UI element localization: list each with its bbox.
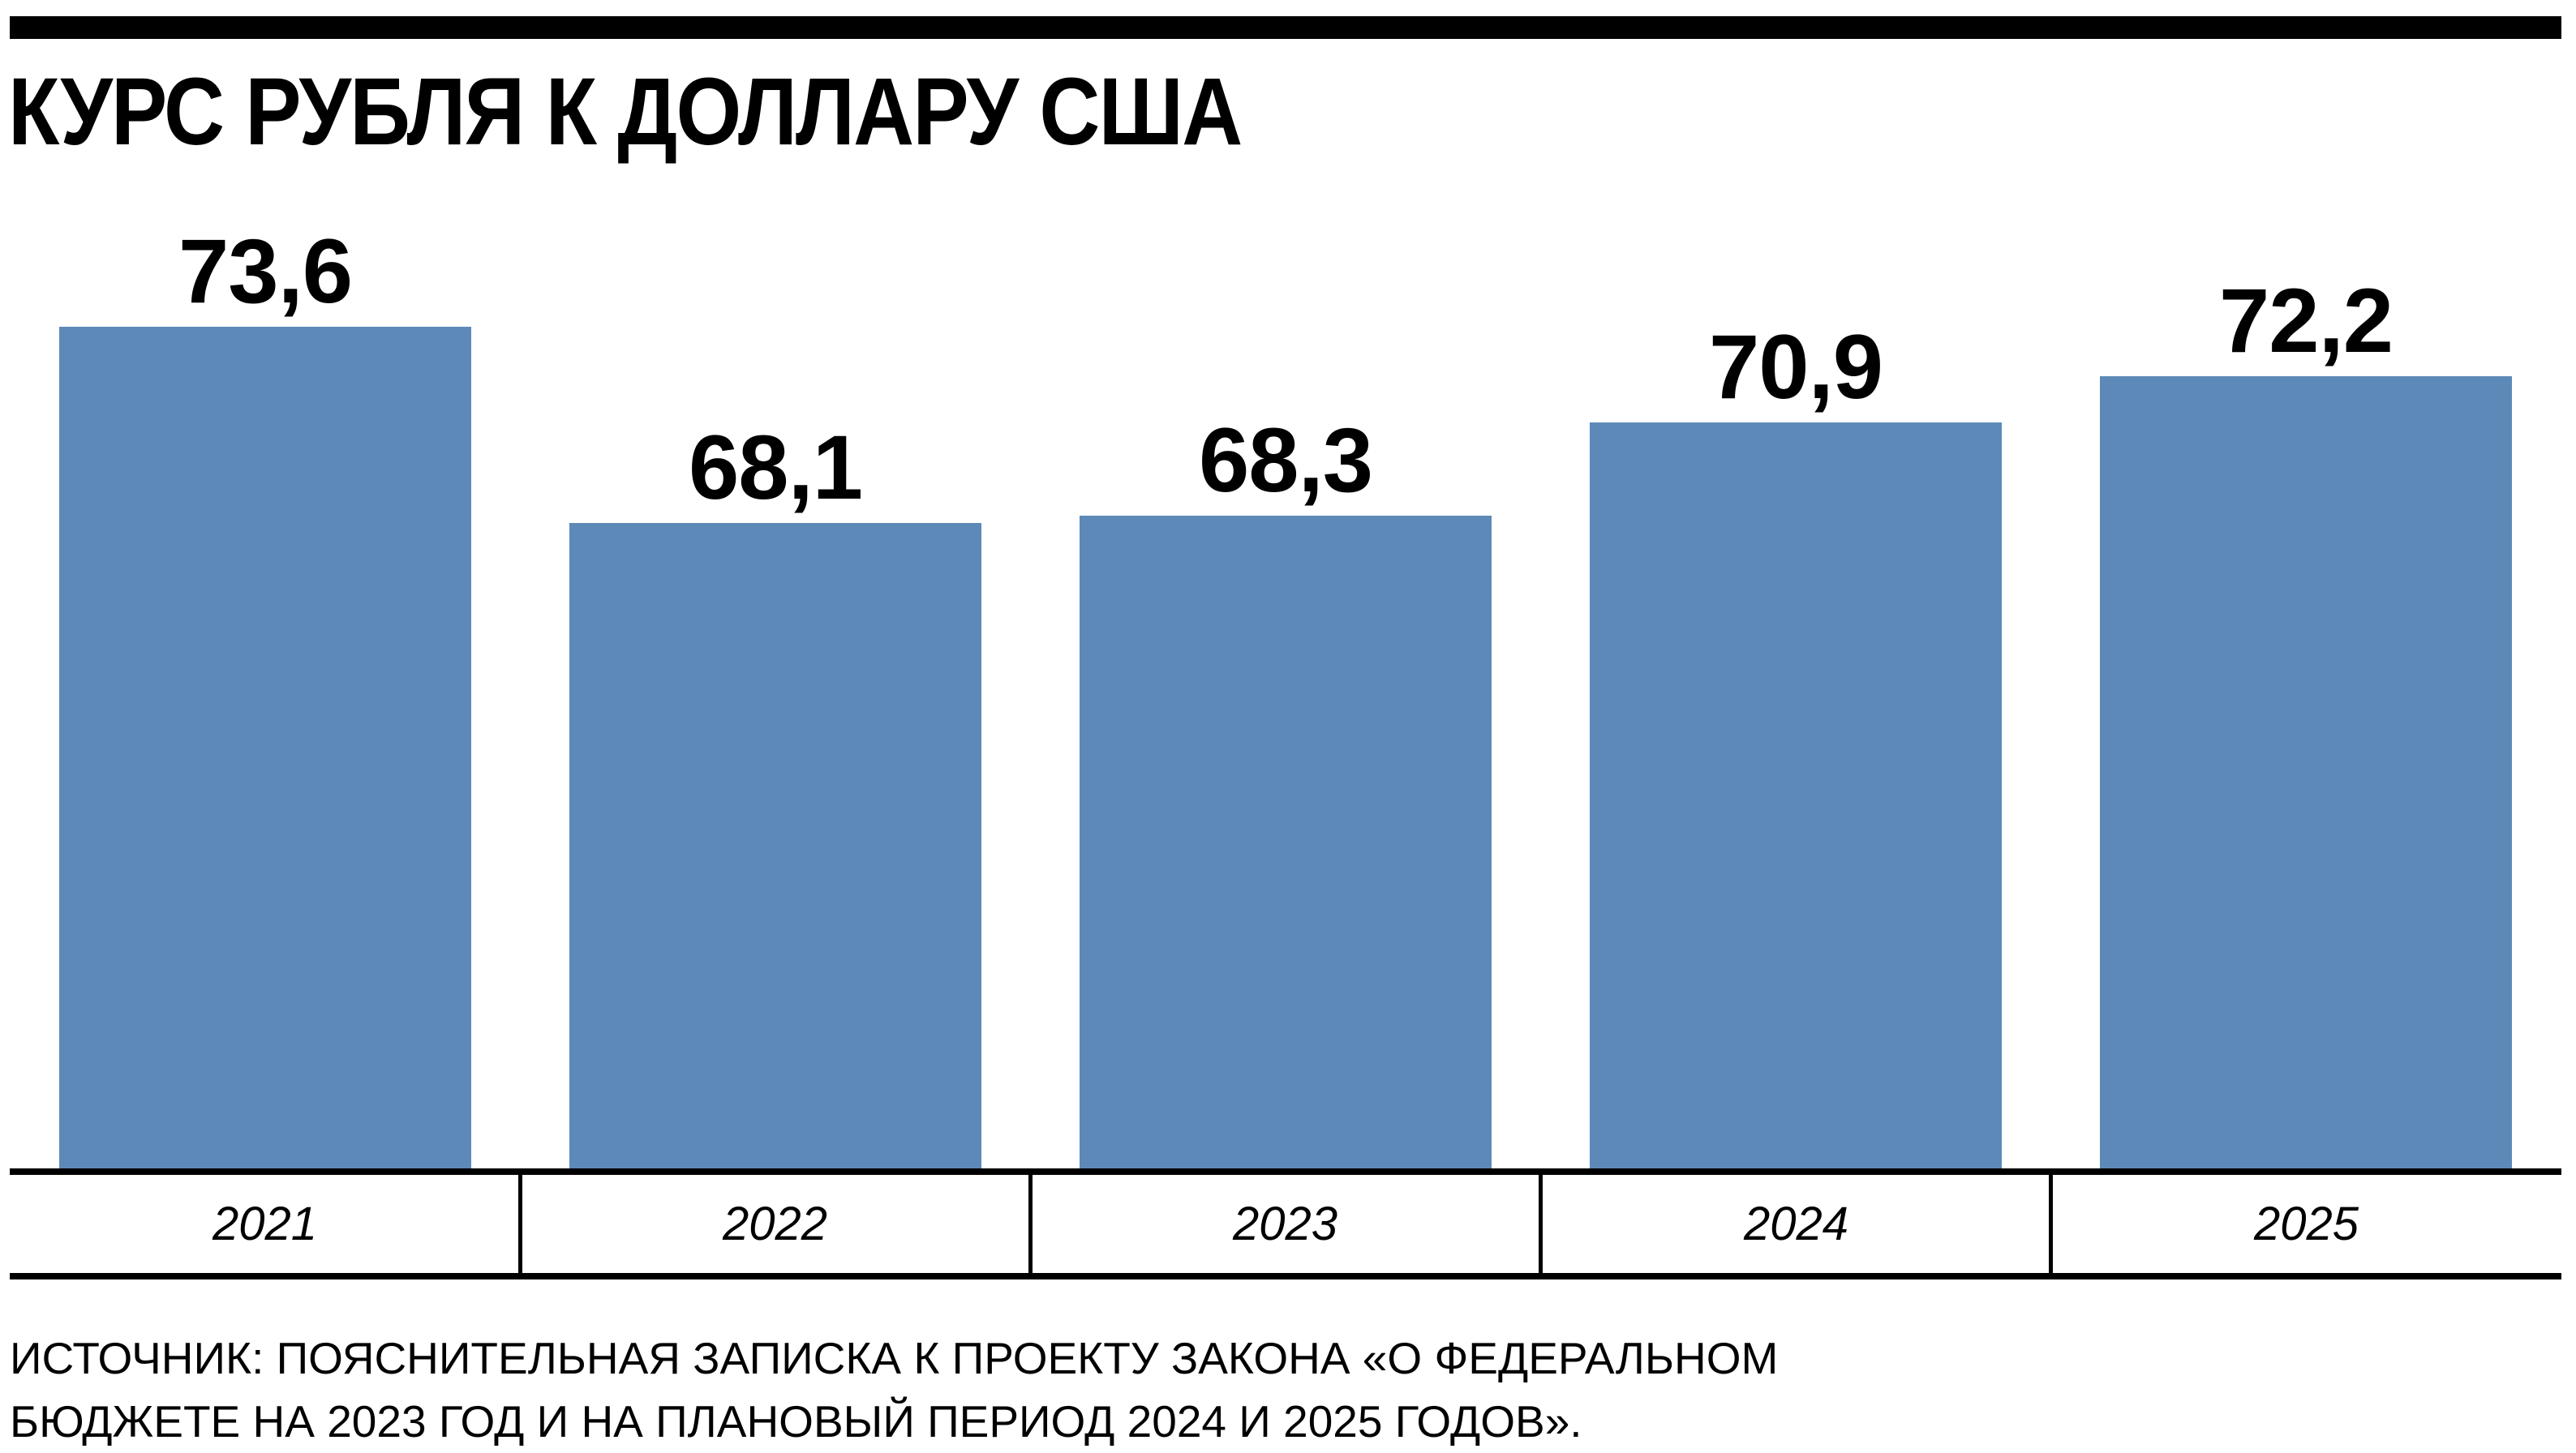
- x-axis-label-2021: 2021: [212, 1198, 318, 1250]
- x-axis-label-2022: 2022: [722, 1198, 828, 1250]
- bar-value-label-2025: 72,2: [2219, 270, 2394, 371]
- source-note-line1: ИСТОЧНИК: ПОЯСНИТЕЛЬНАЯ ЗАПИСКА К ПРОЕКТ…: [10, 1333, 1779, 1383]
- source-note-line2: БЮДЖЕТЕ НА 2023 ГОД И НА ПЛАНОВЫЙ ПЕРИОД…: [10, 1396, 1582, 1447]
- bar-2021: [59, 327, 471, 1168]
- x-axis-baseline: [10, 1168, 2561, 1175]
- bar-value-label-2024: 70,9: [1709, 316, 1883, 418]
- x-axis-tick-separator: [1028, 1175, 1033, 1273]
- x-axis-label-2025: 2025: [2253, 1198, 2359, 1250]
- x-axis-label-2023: 2023: [1232, 1198, 1338, 1250]
- bar-2023: [1080, 516, 1492, 1168]
- bar-value-label-2022: 68,1: [689, 417, 863, 518]
- top-divider-rule: [10, 16, 2561, 39]
- bar-2022: [569, 523, 981, 1168]
- x-axis-band-bottom-rule: [10, 1273, 2561, 1279]
- bar-value-label-2021: 73,6: [178, 221, 353, 322]
- source-note: ИСТОЧНИК: ПОЯСНИТЕЛЬНАЯ ЗАПИСКА К ПРОЕКТ…: [10, 1327, 1778, 1453]
- x-axis-tick-separator: [1539, 1175, 1543, 1273]
- x-axis-label-2024: 2024: [1743, 1198, 1849, 1250]
- bar-2025: [2100, 376, 2512, 1168]
- chart-title: КУРС РУБЛЯ К ДОЛЛАРУ США: [8, 58, 1243, 165]
- bar-value-label-2023: 68,3: [1199, 409, 1373, 511]
- bar-2024: [1590, 422, 2002, 1168]
- x-axis-tick-separator: [518, 1175, 522, 1273]
- x-axis-tick-separator: [2049, 1175, 2053, 1273]
